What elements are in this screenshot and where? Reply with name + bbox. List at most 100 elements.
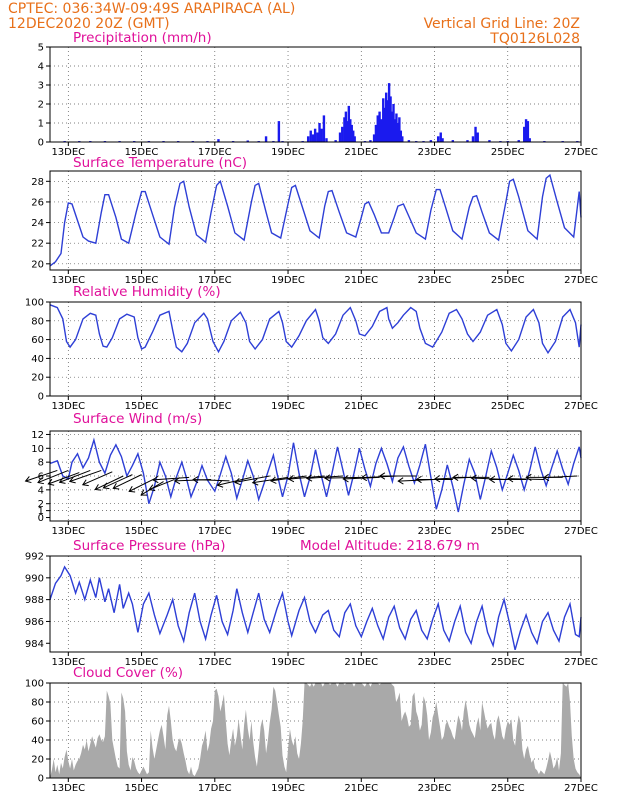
wind-vector-head bbox=[24, 476, 32, 484]
precipitation-bar bbox=[523, 126, 526, 142]
precipitation-bar bbox=[372, 134, 376, 142]
wind-vector bbox=[152, 476, 190, 481]
precipitation-bar bbox=[374, 124, 378, 142]
precipitation-bar bbox=[396, 123, 400, 142]
cloud-cover-frame bbox=[49, 682, 582, 779]
precipitation-ytick-label: 1 bbox=[38, 119, 44, 130]
cloud-cover-xtick-label: 15DEC bbox=[125, 783, 159, 794]
wind-vector-head bbox=[173, 477, 181, 485]
wind-vector-head bbox=[525, 473, 532, 482]
wind-vector bbox=[306, 475, 343, 479]
wind-vector-head bbox=[128, 485, 136, 493]
wind-ytick-label: 4 bbox=[38, 485, 44, 496]
cloud-cover-ytick-label: 0 bbox=[38, 774, 44, 785]
precipitation-bar bbox=[398, 117, 401, 142]
wind-vector-head bbox=[397, 477, 404, 485]
precipitation-bar bbox=[383, 107, 386, 142]
humidity-ytick-label: 60 bbox=[31, 335, 44, 346]
wind-vector-head bbox=[342, 475, 349, 483]
precipitation-xtick-label: 23DEC bbox=[418, 147, 452, 158]
temperature-ytick-label: 20 bbox=[31, 259, 44, 270]
precipitation-xtick-label: 15DEC bbox=[125, 147, 159, 158]
wind-vector-head bbox=[433, 475, 441, 483]
wind-vector bbox=[48, 472, 80, 485]
wind-vector-head bbox=[305, 474, 313, 482]
wind-vector-head bbox=[112, 482, 120, 490]
precipitation-bar bbox=[526, 121, 530, 142]
temperature-xtick-label: 25DEC bbox=[491, 275, 525, 286]
humidity-xtick-label: 23DEC bbox=[418, 401, 452, 412]
wind-vector bbox=[193, 478, 230, 482]
temperature-xtick-label: 19DEC bbox=[271, 275, 305, 286]
wind-vector bbox=[217, 476, 252, 486]
precipitation-bar bbox=[352, 130, 355, 142]
humidity-xtick-label: 25DEC bbox=[491, 401, 525, 412]
precipitation-bar bbox=[309, 130, 312, 142]
wind-vector bbox=[234, 475, 270, 483]
precipitation-bar bbox=[322, 115, 326, 142]
wind-vector-head bbox=[47, 478, 55, 486]
wind-ytick-label: 8 bbox=[38, 458, 44, 469]
precipitation-bar bbox=[466, 140, 469, 142]
cloud-cover-xtick-label: 19DEC bbox=[271, 783, 305, 794]
pressure-title: Surface Pressure (hPa) bbox=[73, 538, 226, 554]
header-date: 12DEC2020 20Z (GMT) bbox=[8, 16, 170, 32]
precipitation-bar bbox=[517, 140, 520, 142]
wind-vector bbox=[95, 475, 124, 490]
temperature-panel: 20 22 24 26 28 13DEC 15DEC 17DEC 19DEC 21DEC 23DEC… bbox=[31, 155, 598, 286]
wind-title: Surface Wind (m/s) bbox=[73, 411, 202, 427]
header-location: CPTEC: 036:34W-09:49S ARAPIRACA (AL) bbox=[8, 1, 295, 17]
precipitation-bar bbox=[350, 124, 353, 142]
pressure-xtick-label: 21DEC bbox=[344, 657, 378, 668]
precipitation-xtick-label: 25DEC bbox=[491, 147, 525, 158]
precipitation-bar bbox=[471, 136, 475, 142]
wind-line bbox=[49, 437, 582, 513]
wind-vector-head bbox=[507, 475, 514, 483]
temperature-xtick-label: 27DEC bbox=[564, 275, 598, 286]
precipitation-bar bbox=[380, 119, 383, 142]
precipitation-bar bbox=[311, 134, 315, 142]
precipitation-bar bbox=[401, 136, 404, 142]
cloud-cover-ytick-label: 20 bbox=[31, 755, 44, 766]
precipitation-ytick-label: 3 bbox=[38, 81, 44, 92]
wind-ytick-label: 6 bbox=[38, 472, 44, 483]
pressure-line bbox=[49, 565, 582, 650]
wind-ytick-label: 2 bbox=[38, 499, 44, 510]
precipitation-bar bbox=[316, 132, 319, 142]
wind-xtick-label: 17DEC bbox=[198, 526, 232, 537]
precipitation-bar bbox=[387, 83, 391, 142]
cloud-cover-xtick-label: 21DEC bbox=[344, 783, 378, 794]
wind-vector-head bbox=[58, 477, 66, 484]
wind-frame bbox=[49, 430, 582, 522]
wind-vector bbox=[324, 476, 362, 479]
wind-ytick-label: 0 bbox=[38, 513, 44, 524]
wind-vector-head bbox=[269, 476, 277, 484]
wind-ytick-label: 10 bbox=[31, 444, 44, 455]
wind-ytick-label: 1 bbox=[38, 506, 44, 517]
pressure-frame bbox=[49, 555, 582, 653]
precipitation-bar bbox=[386, 100, 389, 142]
precipitation-panel: 0 1 2 3 4 5 13DEC 15DEC 17DEC 19DEC 21DEC 23DEC 25DE… bbox=[38, 30, 598, 158]
precipitation-bar bbox=[334, 140, 337, 142]
precipitation-title: Precipitation (mm/h) bbox=[73, 30, 212, 46]
wind-vector bbox=[343, 476, 380, 480]
precipitation-bar bbox=[389, 96, 392, 142]
cloud-cover-ytick-label: 100 bbox=[25, 679, 44, 690]
wind-vector bbox=[69, 469, 102, 482]
wind-vector-head bbox=[470, 474, 477, 482]
wind-vector-head bbox=[452, 473, 459, 482]
cloud-cover-ytick-label: 60 bbox=[31, 717, 44, 728]
precipitation-frame bbox=[49, 46, 582, 143]
precipitation-bar bbox=[393, 119, 397, 142]
wind-vector bbox=[128, 478, 155, 492]
precipitation-bar bbox=[528, 138, 531, 142]
precipitation-bar bbox=[353, 136, 356, 142]
precipitation-xtick-label: 13DEC bbox=[51, 147, 85, 158]
precipitation-bar bbox=[277, 121, 281, 142]
humidity-ytick-label: 20 bbox=[31, 373, 44, 384]
wind-vector-head bbox=[81, 479, 89, 487]
wind-vector bbox=[82, 471, 113, 486]
humidity-ytick-label: 0 bbox=[38, 392, 44, 403]
wind-vector bbox=[149, 478, 175, 491]
